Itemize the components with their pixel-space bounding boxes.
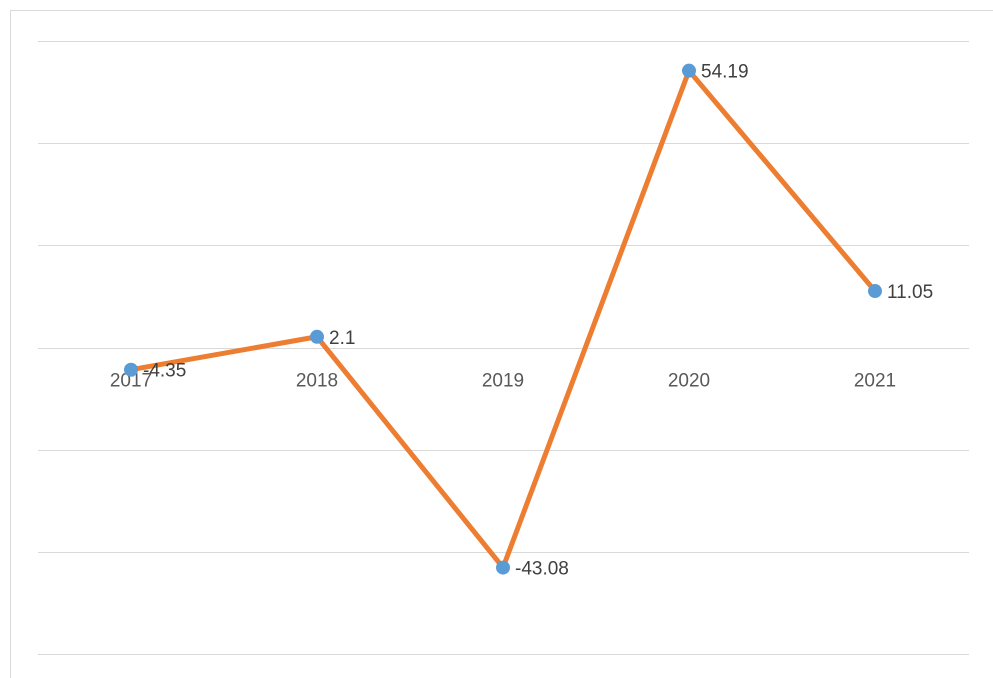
- x-axis-tick-labels: 2017 2018 2019 2020 2021: [110, 371, 896, 392]
- marker-2018: [310, 329, 324, 344]
- gridlines: [38, 41, 969, 655]
- data-label-2020: 54.19: [701, 62, 749, 83]
- marker-2017: [124, 362, 138, 377]
- x-tick-label-2020: 2020: [668, 371, 710, 392]
- data-label-2018: 2.1: [329, 328, 355, 349]
- marker-2020: [682, 63, 696, 78]
- data-label-2019: -43.08: [515, 559, 569, 580]
- data-label-2017: -4.35: [143, 361, 186, 382]
- x-tick-label-2021: 2021: [854, 371, 896, 392]
- data-labels: -4.35 2.1 -43.08 54.19 11.05: [143, 62, 933, 580]
- data-label-2021: 11.05: [887, 282, 933, 303]
- marker-2021: [868, 284, 882, 299]
- x-tick-label-2019: 2019: [482, 371, 524, 392]
- series-line: [130, 68, 877, 571]
- x-tick-label-2018: 2018: [296, 371, 338, 392]
- marker-2019: [496, 560, 510, 575]
- series-markers: [124, 63, 882, 575]
- x-tick-label-2017: 2017: [110, 371, 152, 392]
